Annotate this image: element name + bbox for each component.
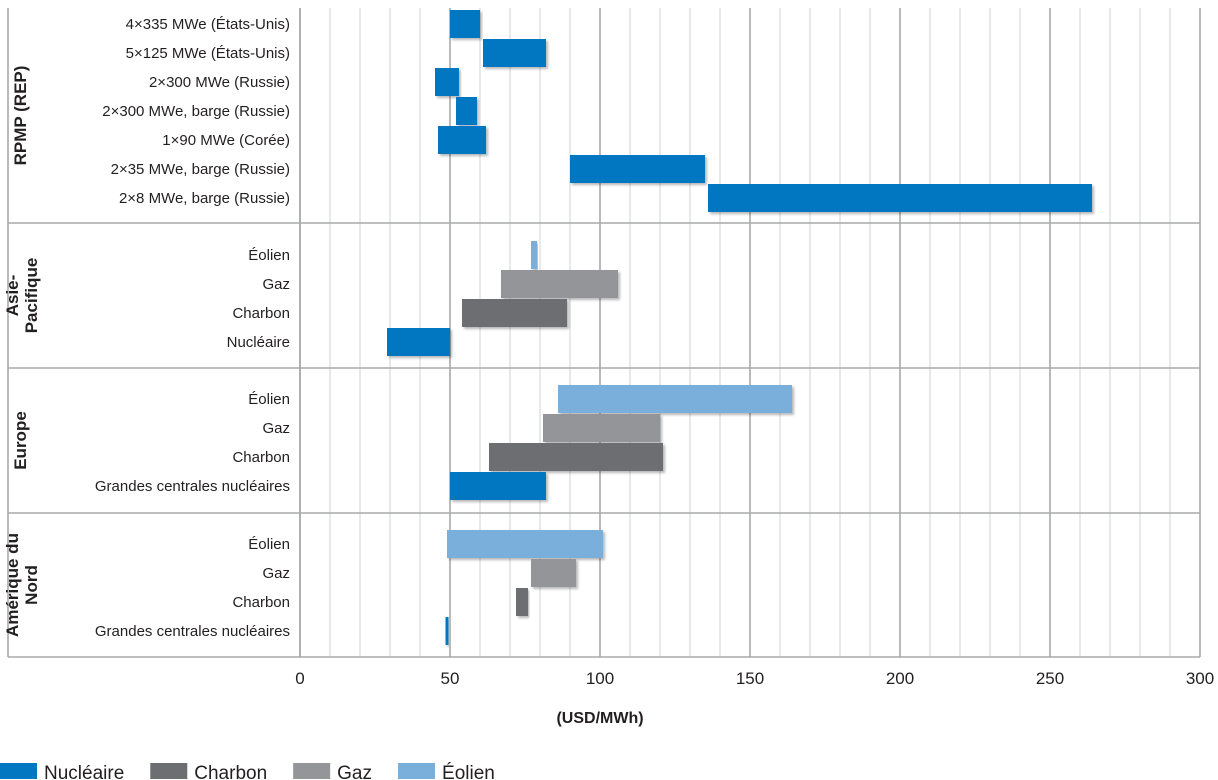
row-labels: 4×335 MWe (États-Unis) 5×125 MWe (États-U… (95, 16, 290, 640)
row-label: 5×125 MWe (États-Unis) (126, 45, 290, 62)
x-tick-label: 50 (441, 669, 460, 688)
row-label: 4×335 MWe (États-Unis) (126, 16, 290, 33)
range-bar (543, 414, 660, 442)
row-label: Charbon (232, 594, 290, 611)
legend-swatch (0, 763, 37, 779)
group-label: Amérique duNord (3, 533, 41, 637)
range-bar (456, 97, 477, 125)
row-label: 2×35 MWe, barge (Russie) (111, 161, 290, 178)
range-bar (558, 385, 792, 413)
range-bar (435, 68, 459, 96)
row-label: Charbon (232, 449, 290, 466)
legend-swatch (398, 763, 436, 779)
row-label: 2×8 MWe, barge (Russie) (119, 190, 290, 207)
row-label: Éolien (248, 536, 290, 553)
group-label: Asie-Pacifique (3, 258, 41, 334)
row-label: Grandes centrales nucléaires (95, 623, 290, 640)
range-bar (450, 10, 480, 38)
group-labels: RPMP (REP) Asie-Pacifique Europe Amérique d… (3, 66, 41, 637)
x-tick-label: 0 (295, 669, 304, 688)
range-bar (516, 588, 528, 616)
legend-label: Gaz (337, 763, 372, 780)
range-bar (387, 328, 450, 356)
row-label: Gaz (262, 420, 290, 437)
row-label: Éolien (248, 391, 290, 408)
range-bar (531, 241, 537, 269)
range-bar (438, 126, 486, 154)
row-label: 2×300 MWe, barge (Russie) (102, 103, 290, 120)
range-bar (483, 39, 546, 67)
range-bar (570, 155, 705, 183)
x-tick-label: 200 (886, 669, 914, 688)
range-bar (445, 617, 449, 645)
x-axis-title: (USD/MWh) (556, 710, 643, 727)
group-label: RPMP (REP) (11, 66, 30, 166)
range-bar (531, 559, 576, 587)
range-bar (501, 270, 618, 298)
range-bar (447, 530, 603, 558)
legend-label: Éolien (442, 763, 495, 780)
range-bar (708, 184, 1092, 212)
range-bar (489, 443, 663, 471)
bars (387, 10, 1092, 645)
legend: Nucléaire Charbon Gaz Éolien (0, 763, 495, 780)
row-label: Gaz (262, 565, 290, 582)
row-label: 2×300 MWe (Russie) (149, 74, 290, 91)
row-label: Gaz (262, 276, 290, 293)
plot-frame (7, 8, 1200, 658)
row-label: Grandes centrales nucléaires (95, 478, 290, 495)
legend-swatch (293, 763, 331, 779)
legend-label: Nucléaire (44, 763, 124, 780)
x-axis-ticks: 0 50 100 150 200 250 300 (295, 669, 1214, 688)
range-bar (450, 472, 546, 500)
x-tick-label: 100 (586, 669, 614, 688)
legend-swatch (150, 763, 188, 779)
row-label: Nucléaire (227, 334, 290, 351)
group-label: Europe (11, 411, 30, 470)
legend-label: Charbon (194, 763, 267, 780)
row-label: Charbon (232, 305, 290, 322)
row-label: 1×90 MWe (Corée) (162, 132, 290, 149)
row-label: Éolien (248, 247, 290, 264)
x-tick-label: 300 (1186, 669, 1214, 688)
range-bar (462, 299, 567, 327)
x-tick-label: 250 (1036, 669, 1064, 688)
gridlines (299, 8, 1201, 657)
x-tick-label: 150 (736, 669, 764, 688)
